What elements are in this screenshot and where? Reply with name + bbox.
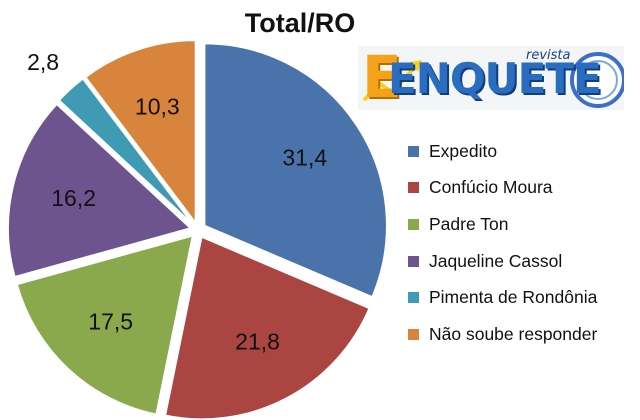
legend-item-nao-soube-responder: Não soube responder: [408, 316, 597, 353]
legend-item-expedito: Expedito: [408, 133, 597, 170]
pie-slice-expedito: [203, 42, 388, 298]
legend-swatch: [408, 328, 419, 340]
legend-item-jaqueline-cassol: Jaqueline Cassol: [408, 243, 597, 280]
pie-slice-jaqueline-cassol: [7, 103, 192, 278]
legend-swatch: [408, 145, 419, 157]
pie-slice-confucio-moura: [164, 236, 371, 420]
legend-label: Jaqueline Cassol: [429, 250, 563, 271]
pie-slice-padre-ton: [16, 234, 194, 416]
legend-label: Confúcio Moura: [429, 177, 553, 198]
data-label-nao-soube-responder: 10,3: [135, 94, 180, 120]
chart-legend: Expedito Confúcio Moura Padre Ton Jaqueline…: [408, 133, 597, 353]
data-label-expedito: 31,4: [282, 144, 327, 170]
legend-swatch: [408, 292, 419, 304]
logo-graphic: [362, 52, 624, 108]
data-label-pimenta-de-rondonia: 2,8: [27, 49, 59, 75]
enquete-logo: E ENQUETE revista: [358, 46, 624, 110]
pie-slice-nao-soube-responder: [84, 39, 197, 225]
legend-swatch: [408, 255, 419, 267]
legend-item-pimenta-de-rondonia: Pimenta de Rondônia: [408, 279, 597, 316]
chart-title: Total/RO: [244, 8, 356, 38]
legend-label: Não soube responder: [429, 323, 598, 344]
logo-word: ENQUETE: [388, 54, 602, 103]
logo-tagline: revista: [526, 48, 571, 63]
data-label-jaqueline-cassol: 16,2: [51, 185, 96, 211]
legend-label: Padre Ton: [429, 213, 509, 234]
legend-swatch: [408, 182, 419, 194]
data-label-padre-ton: 17,5: [88, 309, 133, 335]
data-label-confucio-moura: 21,8: [235, 328, 280, 354]
legend-item-padre-ton: Padre Ton: [408, 206, 597, 243]
legend-item-confucio-moura: Confúcio Moura: [408, 170, 597, 207]
legend-label: Pimenta de Rondônia: [429, 287, 598, 308]
pie-slice-pimenta-de-rondonia: [58, 77, 194, 225]
legend-label: Expedito: [429, 140, 498, 161]
logo-e-letter: E: [362, 43, 402, 111]
legend-swatch: [408, 218, 419, 230]
